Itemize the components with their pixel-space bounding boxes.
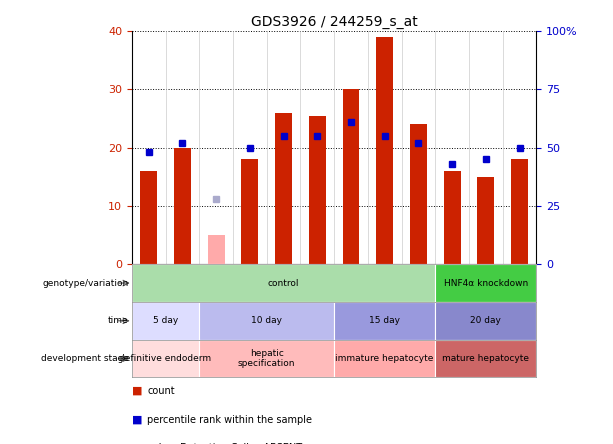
Bar (132, 264, 435, 302)
Bar (478, 177, 494, 264)
Text: 5 day: 5 day (153, 316, 178, 325)
Bar (334, 340, 435, 377)
Bar (275, 113, 292, 264)
Text: 20 day: 20 day (470, 316, 501, 325)
Text: mature hepatocyte: mature hepatocyte (443, 354, 529, 363)
Text: percentile rank within the sample: percentile rank within the sample (147, 415, 312, 424)
Bar (435, 340, 536, 377)
Bar (208, 235, 224, 264)
Text: definitive endoderm: definitive endoderm (120, 354, 211, 363)
Text: hepatic
specification: hepatic specification (238, 349, 295, 368)
Bar (309, 115, 326, 264)
Bar (511, 159, 528, 264)
Bar (435, 302, 536, 340)
Text: immature hepatocyte: immature hepatocyte (335, 354, 434, 363)
Text: 15 day: 15 day (369, 316, 400, 325)
Bar (242, 159, 258, 264)
Bar (199, 302, 334, 340)
Bar (140, 171, 157, 264)
Text: count: count (147, 386, 175, 396)
Bar (132, 340, 199, 377)
Bar (334, 302, 435, 340)
Text: ■: ■ (132, 415, 142, 424)
Text: control: control (268, 278, 299, 288)
Text: genotype/variation: genotype/variation (42, 278, 129, 288)
Bar (132, 302, 199, 340)
Bar (444, 171, 460, 264)
Text: ■: ■ (132, 386, 142, 396)
Bar (410, 124, 427, 264)
Bar (435, 264, 536, 302)
Text: development stage: development stage (40, 354, 129, 363)
Bar (174, 148, 191, 264)
Bar (343, 89, 359, 264)
Text: time: time (108, 316, 129, 325)
Bar (376, 37, 393, 264)
Bar (199, 340, 334, 377)
Text: HNF4α knockdown: HNF4α knockdown (444, 278, 528, 288)
Title: GDS3926 / 244259_s_at: GDS3926 / 244259_s_at (251, 15, 417, 29)
Text: 10 day: 10 day (251, 316, 282, 325)
